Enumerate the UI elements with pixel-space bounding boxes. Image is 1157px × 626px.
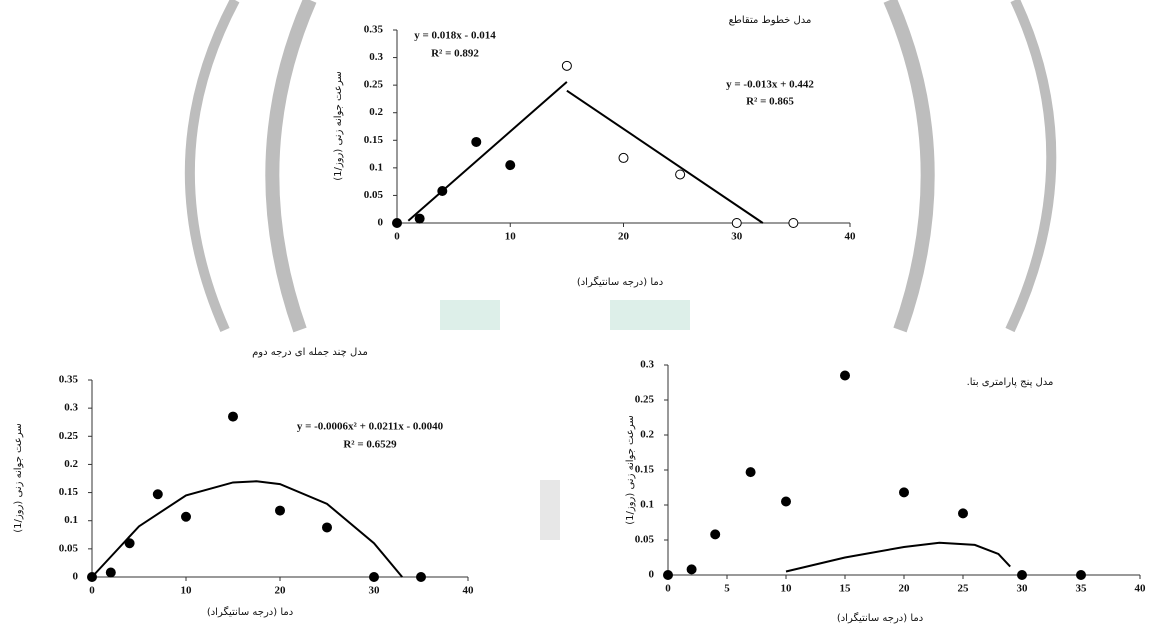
y-tick-label: 0.1: [369, 161, 383, 173]
y-tick-label: 0.15: [59, 486, 79, 498]
chart-title: مدل چند جمله ای درجه دوم: [252, 347, 368, 358]
data-point: [393, 219, 402, 228]
x-tick-label: 10: [181, 585, 193, 597]
data-point: [1018, 571, 1027, 580]
x-tick-label: 40: [463, 585, 475, 597]
page: {"chart_data":[ {"type":"scatter","title…: [0, 0, 1157, 626]
y-axis-label: سرعت جوانه زنی (روز/1): [333, 71, 344, 180]
x-tick-label: 15: [840, 583, 852, 595]
data-point: [676, 170, 685, 179]
y-tick-label: 0.25: [364, 79, 384, 91]
x-tick-label: 10: [781, 583, 793, 595]
y-tick-label: 0.05: [364, 189, 384, 201]
x-tick-label: 5: [724, 583, 730, 595]
data-point: [782, 497, 791, 506]
y-tick-label: 0.25: [59, 430, 79, 442]
figure: 00.050.10.150.20.250.30.35010203040مدل خ…: [0, 0, 1157, 626]
watermark-shape: [540, 480, 560, 540]
x-tick-label: 10: [505, 231, 517, 243]
data-point: [664, 571, 673, 580]
x-tick-label: 0: [665, 583, 671, 595]
y-tick-label: 0: [378, 217, 384, 229]
data-point: [182, 512, 191, 521]
y-tick-label: 0.1: [640, 499, 654, 511]
x-tick-label: 40: [1135, 583, 1147, 595]
y-tick-label: 0.15: [364, 134, 384, 146]
y-tick-label: 0.35: [364, 24, 384, 36]
chart-title: مدل خطوط متقاطع: [729, 15, 812, 26]
y-tick-label: 0: [649, 569, 655, 581]
data-point: [323, 523, 332, 532]
y-tick-label: 0.3: [640, 359, 654, 371]
annotation: R² = 0.865: [746, 96, 794, 108]
x-tick-label: 30: [369, 585, 381, 597]
data-point: [841, 371, 850, 380]
x-axis-label: دما (درجه سانتیگراد): [207, 606, 293, 618]
y-tick-label: 0.3: [369, 51, 383, 63]
chart: 0 0.05 0.1 0.15 0.2 0.25 0.3 0.35 0 10 20 30 40 مدل چ…: [0, 340, 490, 626]
chart-background: [600, 345, 1157, 626]
data-point: [472, 137, 481, 146]
x-tick-label: 20: [618, 231, 630, 243]
annotation: y = -0.0006x² + 0.0211x - 0.0040: [297, 421, 444, 433]
data-point: [106, 568, 115, 577]
chart: 0 0.05 0.1 0.15 0.2 0.25 0.3 0 5 10 15 20 25 30 35 40 .م…: [600, 345, 1157, 626]
x-tick-label: 0: [394, 231, 400, 243]
y-tick-label: 0.05: [59, 542, 79, 554]
data-point: [229, 412, 238, 421]
y-tick-label: 0.25: [635, 394, 655, 406]
annotation: R² = 0.6529: [343, 439, 397, 451]
watermark-arc: [890, 0, 928, 330]
data-point: [687, 565, 696, 574]
watermark-arc: [190, 0, 235, 330]
annotation: R² = 0.892: [431, 48, 479, 60]
data-point: [732, 219, 741, 228]
y-tick-label: 0.2: [369, 106, 383, 118]
watermark-shape: [440, 300, 500, 330]
annotation: y = -0.013x + 0.442: [726, 79, 814, 91]
x-axis-label: دما (درجه سانتیگراد): [577, 276, 663, 288]
x-tick-label: 35: [1076, 583, 1088, 595]
watermark-shape: [610, 300, 690, 330]
x-tick-label: 30: [1017, 583, 1029, 595]
x-axis-label: دما (درجه سانتیگراد): [837, 612, 923, 624]
data-point: [900, 488, 909, 497]
data-point: [1077, 571, 1086, 580]
data-point: [619, 153, 628, 162]
chart-background: [320, 0, 880, 300]
x-tick-label: 30: [731, 231, 743, 243]
watermark-arc: [272, 0, 310, 330]
x-tick-label: 20: [899, 583, 911, 595]
data-point: [562, 61, 571, 70]
data-point: [153, 490, 162, 499]
x-tick-label: 40: [845, 231, 857, 243]
x-tick-label: 25: [958, 583, 970, 595]
y-tick-label: 0.3: [64, 402, 78, 414]
chart: 0 0.05 0.1 0.15 0.2 0.25 0.3 0.35 0 10 20 30 40 مدل خ…: [320, 0, 880, 300]
y-tick-label: 0.15: [635, 464, 655, 476]
data-point: [746, 468, 755, 477]
data-point: [959, 509, 968, 518]
data-point: [415, 214, 424, 223]
data-point: [506, 161, 515, 170]
data-point: [789, 219, 798, 228]
y-tick-label: 0.2: [64, 458, 78, 470]
x-tick-label: 0: [89, 585, 95, 597]
data-point: [711, 530, 720, 539]
data-point: [276, 506, 285, 515]
y-tick-label: 0.2: [640, 429, 654, 441]
y-tick-label: 0: [73, 571, 79, 583]
chart-title: .مدل پنج پارامتری بتا: [967, 377, 1054, 388]
x-tick-label: 20: [275, 585, 287, 597]
annotation: y = 0.018x - 0.014: [414, 30, 496, 42]
y-axis-label: سرعت جوانه زنی (روز/1): [13, 423, 24, 532]
data-point: [417, 573, 426, 582]
y-tick-label: 0.35: [59, 374, 79, 386]
data-point: [370, 573, 379, 582]
watermark-arc: [1010, 0, 1051, 330]
y-tick-label: 0.1: [64, 514, 78, 526]
y-axis-label: سرعت جوانه زنی (روز/1): [625, 415, 636, 524]
y-tick-label: 0.05: [635, 534, 655, 546]
